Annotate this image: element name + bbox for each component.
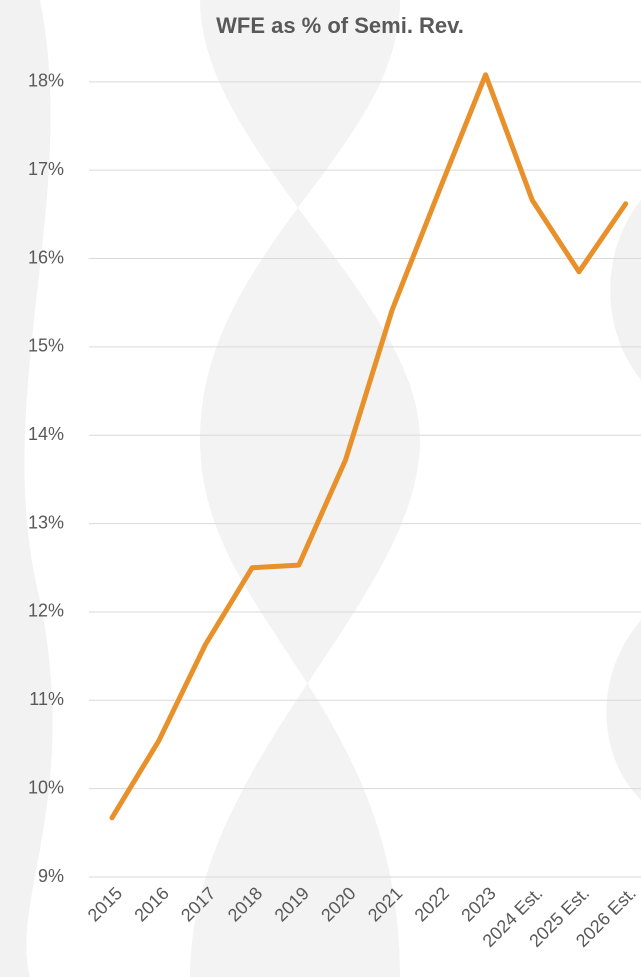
y-tick-label: 9% (38, 866, 64, 886)
x-tick-label: 2015 (84, 883, 126, 925)
y-tick-label: 16% (28, 247, 64, 267)
y-tick-label: 10% (28, 777, 64, 797)
chart-title: WFE as % of Semi. Rev. (216, 13, 464, 38)
chart: WFE as % of Semi. Rev. 9% 10% 11% 12% 13% 14%… (0, 0, 641, 977)
y-tick-label: 15% (28, 336, 64, 356)
y-tick-label: 14% (28, 424, 64, 444)
x-tick-label: 2016 (130, 883, 172, 925)
y-tick-label: 17% (28, 159, 64, 179)
y-tick-label: 18% (28, 71, 64, 91)
y-tick-label: 13% (28, 512, 64, 532)
x-tick-label: 2023 (457, 883, 499, 925)
background-decoration (0, 0, 641, 977)
y-tick-label: 11% (29, 689, 64, 709)
x-tick-label: 2022 (411, 883, 453, 925)
y-tick-label: 12% (28, 601, 64, 621)
